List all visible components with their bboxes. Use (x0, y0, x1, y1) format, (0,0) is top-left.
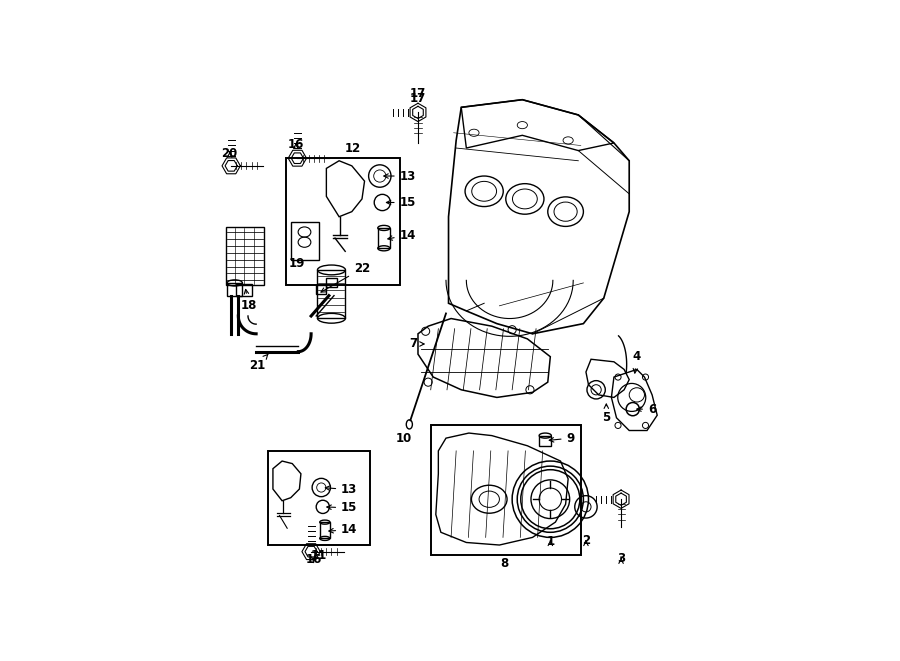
Text: 20: 20 (221, 147, 238, 159)
Text: 22: 22 (321, 262, 370, 292)
Bar (327, 278, 337, 287)
Text: 5: 5 (602, 404, 610, 424)
Bar (378, 228, 390, 249)
Text: 15: 15 (327, 502, 357, 514)
Text: 13: 13 (325, 483, 357, 496)
Text: 16: 16 (305, 553, 322, 566)
Text: 2: 2 (582, 535, 590, 547)
Text: 13: 13 (383, 169, 416, 182)
Bar (226, 227, 265, 286)
Text: 3: 3 (617, 553, 626, 565)
Text: 12: 12 (345, 141, 361, 155)
Bar (318, 270, 346, 319)
Text: 19: 19 (289, 257, 305, 270)
Text: 14: 14 (388, 229, 416, 241)
Text: 15: 15 (386, 196, 416, 209)
Text: 7: 7 (409, 338, 424, 350)
Bar (237, 284, 252, 295)
Bar (431, 426, 580, 555)
Bar (268, 451, 370, 545)
Text: 6: 6 (637, 403, 656, 416)
Bar (291, 222, 319, 260)
Text: 17: 17 (410, 92, 426, 105)
Text: 1: 1 (546, 535, 554, 548)
Text: 17: 17 (410, 87, 426, 100)
Bar (320, 522, 330, 539)
Text: 8: 8 (500, 557, 508, 570)
Bar (285, 158, 400, 286)
Bar (227, 283, 242, 295)
Text: 10: 10 (396, 432, 412, 445)
Bar (316, 285, 327, 294)
Text: 9: 9 (549, 432, 575, 445)
Text: 16: 16 (288, 138, 304, 151)
Text: 11: 11 (310, 549, 327, 562)
Text: 14: 14 (328, 524, 357, 536)
Text: 21: 21 (249, 354, 268, 372)
Text: 18: 18 (240, 290, 256, 312)
Text: 4: 4 (633, 350, 641, 373)
